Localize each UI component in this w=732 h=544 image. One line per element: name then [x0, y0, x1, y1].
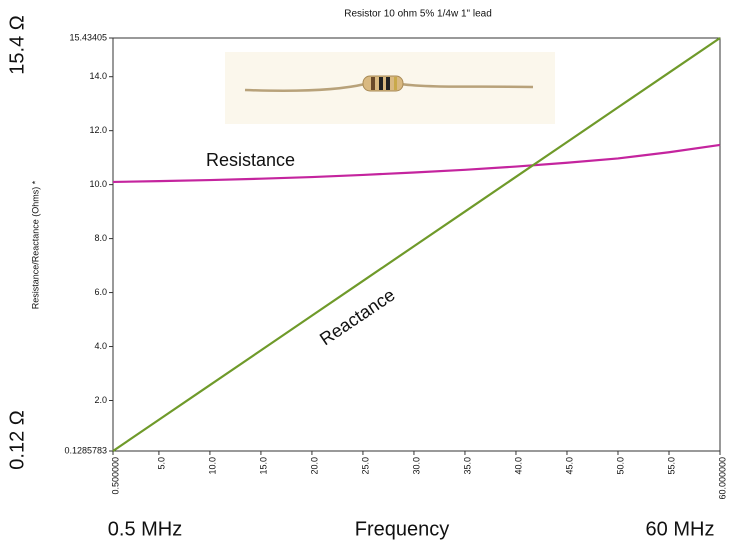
resistor-band	[394, 77, 397, 90]
x-tick-label: 55.0	[666, 457, 676, 475]
x-tick-label: 25.0	[360, 457, 370, 475]
y-tick-label: 12.0	[89, 125, 107, 135]
x-tick-label: 60.000000	[717, 457, 727, 500]
y-tick-label: 15.43405	[69, 32, 107, 42]
resistor-image	[225, 52, 555, 124]
x-tick-label: 40.0	[513, 457, 523, 475]
x-tick-label: 45.0	[564, 457, 574, 475]
x-tick-label: 20.0	[309, 457, 319, 475]
x-tick-label: 35.0	[462, 457, 472, 475]
resistor-band	[379, 77, 383, 90]
y-tick-label: 6.0	[94, 287, 107, 297]
x-tick-label: 30.0	[411, 457, 421, 475]
chart-title: Resistor 10 ohm 5% 1/4w 1" lead	[344, 9, 492, 20]
x-tick-label: 50.0	[615, 457, 625, 475]
y-tick-label: 2.0	[94, 395, 107, 405]
x-axis-label: Frequency	[355, 518, 450, 540]
y-tick-label: 14.0	[89, 71, 107, 81]
y-tick-label: 10.0	[89, 179, 107, 189]
resistor-lead	[244, 82, 534, 92]
y-tick-label: 8.0	[94, 233, 107, 243]
y-axis-label: Resistance/Reactance (Ohms) *	[30, 180, 40, 309]
x-tick-label: 10.0	[207, 457, 217, 475]
resistor-band	[371, 77, 375, 90]
series-line	[112, 143, 721, 184]
range-note: 0.12 Ω	[6, 410, 28, 469]
series-line	[112, 37, 721, 452]
resistor-band	[386, 77, 390, 90]
x-tick-label: 5.0	[156, 457, 166, 470]
range-note: 15.4 Ω	[6, 15, 28, 74]
x-tick-label: 15.0	[258, 457, 268, 475]
plot-frame	[112, 37, 721, 452]
series-label: Resistance	[206, 150, 295, 170]
y-tick-label: 0.1285783	[64, 445, 107, 455]
y-tick-label: 4.0	[94, 341, 107, 351]
range-note: 0.5 MHz	[108, 518, 182, 540]
series-label: Reactance	[316, 285, 399, 350]
range-note: 60 MHz	[646, 518, 715, 540]
x-tick-label: 0.500000	[110, 457, 120, 495]
